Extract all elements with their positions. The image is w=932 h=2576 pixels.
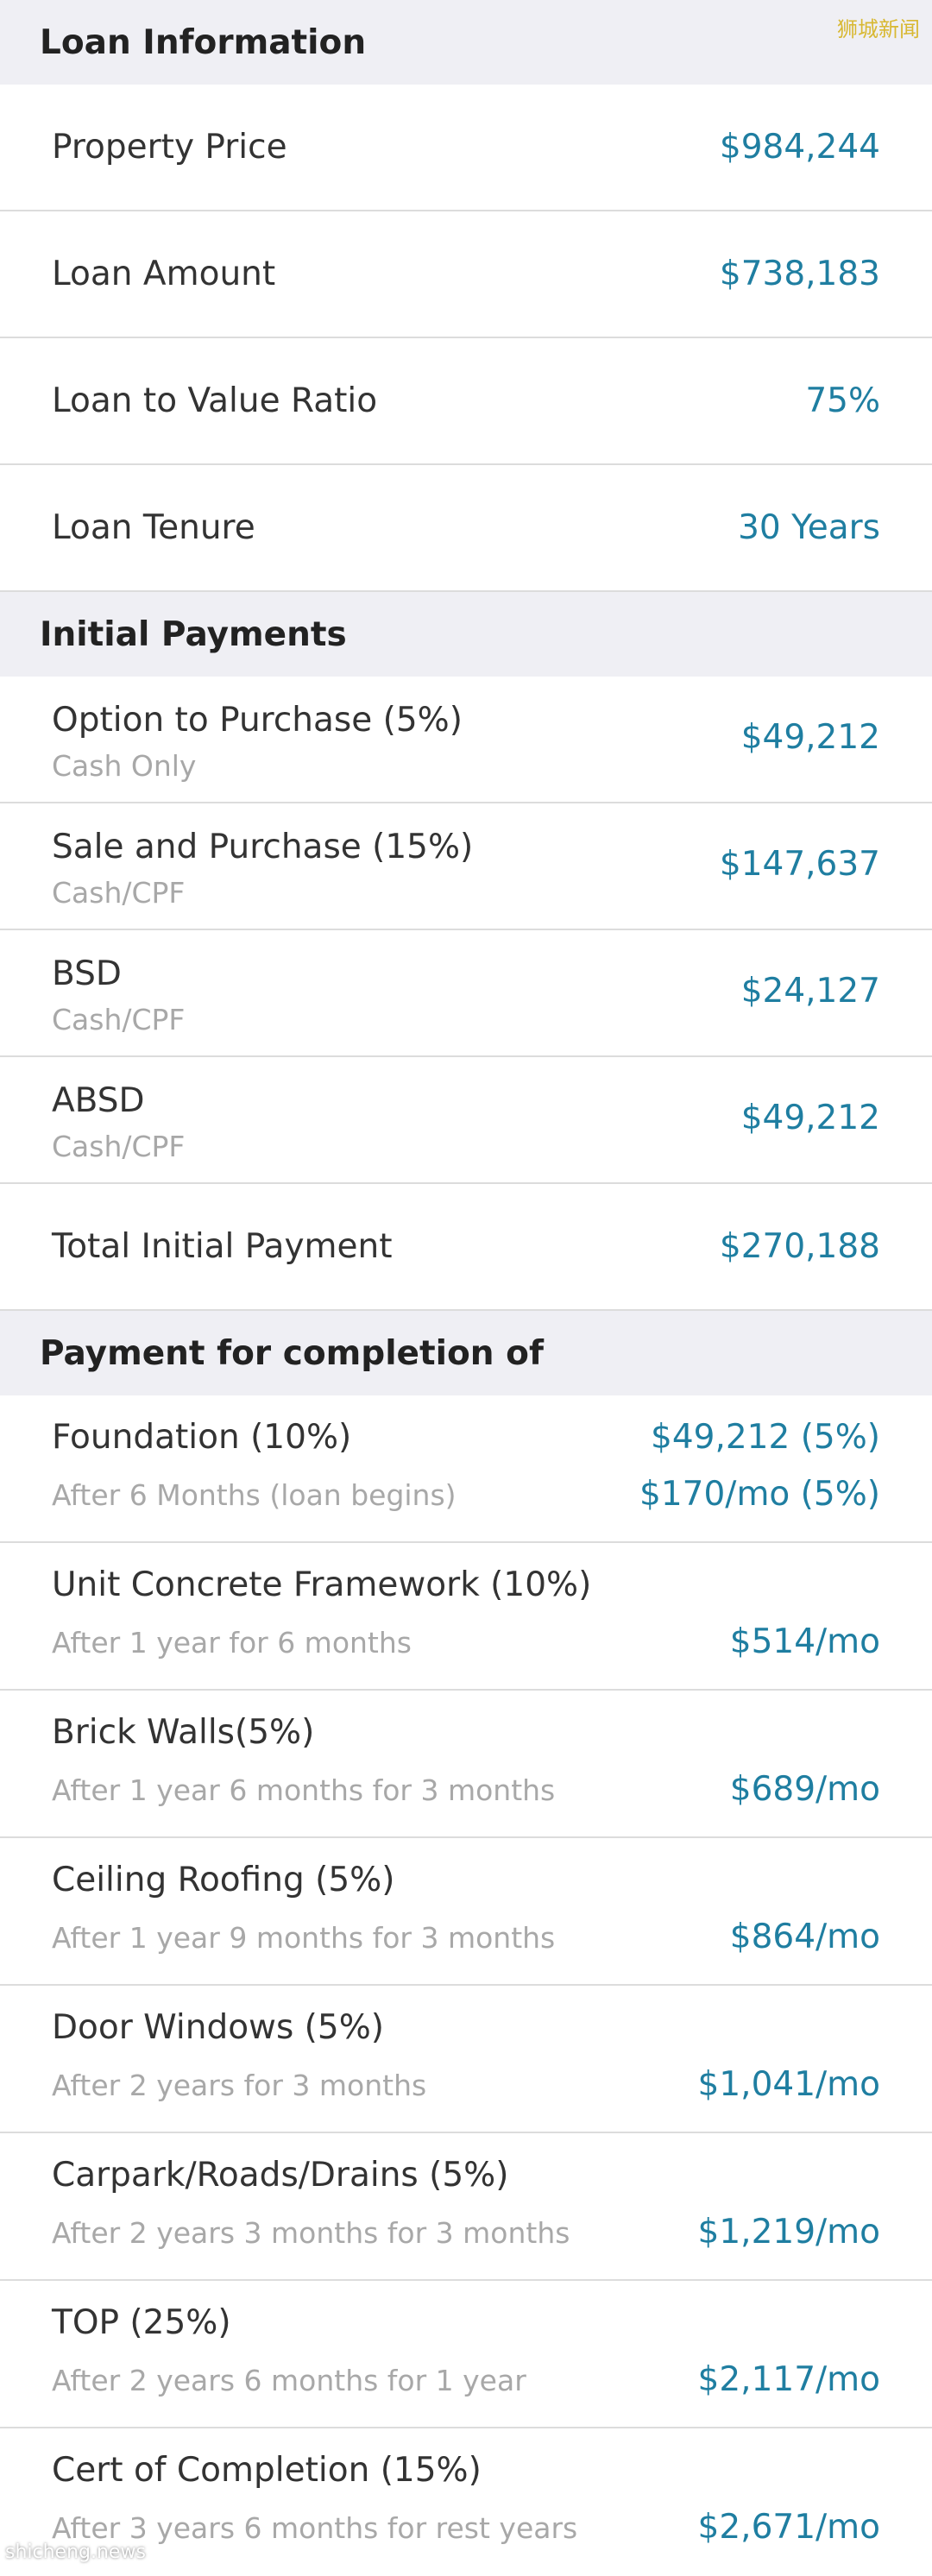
loan-row-loan-tenure: Loan Tenure 30 Years [0, 465, 932, 592]
row-monthly: $1,041/mo [697, 2065, 880, 2104]
row-lump-sum: $49,212 (5%) [651, 1418, 880, 1457]
row-value: $738,183 [719, 255, 880, 293]
initial-row-bsd: BSD Cash/CPF $24,127 [0, 930, 932, 1057]
row-label: Carpark/Roads/Drains (5%) [52, 2156, 509, 2195]
row-value: $49,212 [740, 1099, 880, 1137]
row-sublabel: Cash/CPF [52, 1003, 186, 1036]
watermark-top: 狮城新闻 [837, 17, 920, 41]
row-label: Loan Amount [52, 255, 276, 293]
row-label: Foundation (10%) [52, 1418, 352, 1457]
row-label: ABSD [52, 1081, 145, 1120]
row-monthly: $864/mo [729, 1918, 880, 1956]
row-sublabel: Cash/CPF [52, 876, 186, 910]
initial-row-option-to-purchase: Option to Purchase (5%) Cash Only $49,21… [0, 677, 932, 803]
row-value: $49,212 [740, 718, 880, 757]
section-header-completion: Payment for completion of [0, 1311, 932, 1395]
row-monthly: $514/mo [729, 1622, 880, 1661]
completion-row-door-windows: Door Windows (5%) After 2 years for 3 mo… [0, 1986, 932, 2133]
row-value: $147,637 [719, 845, 880, 884]
row-value: 30 Years [738, 508, 880, 547]
row-monthly: $2,117/mo [697, 2360, 880, 2399]
row-label: Total Initial Payment [52, 1227, 393, 1266]
row-sublabel: After 1 year for 6 months [52, 1626, 412, 1660]
row-sublabel: After 3 years 6 months for rest years [52, 2511, 578, 2545]
row-sublabel: After 2 years for 3 months [52, 2069, 427, 2102]
row-monthly: $1,219/mo [697, 2213, 880, 2252]
completion-row-top: TOP (25%) After 2 years 6 months for 1 y… [0, 2281, 932, 2428]
completion-row-foundation: Foundation (10%) After 6 Months (loan be… [0, 1395, 932, 1543]
row-value: 75% [805, 381, 880, 420]
completion-row-ceiling-roofing: Ceiling Roofing (5%) After 1 year 9 mont… [0, 1838, 932, 1986]
row-sublabel: After 6 Months (loan begins) [52, 1478, 457, 1512]
completion-row-cert-of-completion: Cert of Completion (15%) After 3 years 6… [0, 2428, 932, 2576]
row-label: BSD [52, 954, 122, 993]
initial-row-absd: ABSD Cash/CPF $49,212 [0, 1057, 932, 1184]
row-label: Door Windows (5%) [52, 2008, 384, 2047]
completion-row-concrete-framework: Unit Concrete Framework (10%) After 1 ye… [0, 1543, 932, 1691]
row-value: $270,188 [719, 1227, 880, 1266]
loan-row-ltv-ratio: Loan to Value Ratio 75% [0, 338, 932, 465]
row-label: Loan to Value Ratio [52, 381, 378, 420]
row-sublabel: Cash Only [52, 749, 197, 783]
completion-row-carpark-roads-drains: Carpark/Roads/Drains (5%) After 2 years … [0, 2133, 932, 2281]
row-monthly: $170/mo (5%) [639, 1475, 880, 1514]
row-value: $984,244 [719, 128, 880, 167]
row-sublabel: After 2 years 3 months for 3 months [52, 2216, 570, 2250]
row-label: Option to Purchase (5%) [52, 701, 463, 740]
row-monthly: $2,671/mo [697, 2508, 880, 2547]
row-label: Brick Walls(5%) [52, 1713, 315, 1752]
row-value: $24,127 [740, 972, 880, 1011]
row-label: Property Price [52, 128, 287, 167]
row-sublabel: After 1 year 6 months for 3 months [52, 1773, 556, 1807]
row-label: Sale and Purchase (15%) [52, 828, 474, 866]
loan-row-property-price: Property Price $984,244 [0, 85, 932, 211]
row-sublabel: Cash/CPF [52, 1130, 186, 1163]
row-label: Ceiling Roofing (5%) [52, 1861, 395, 1899]
row-label: Cert of Completion (15%) [52, 2451, 482, 2490]
row-sublabel: After 1 year 9 months for 3 months [52, 1921, 556, 1955]
initial-row-total: Total Initial Payment $270,188 [0, 1184, 932, 1311]
loan-row-loan-amount: Loan Amount $738,183 [0, 211, 932, 338]
row-label: Loan Tenure [52, 508, 255, 547]
section-header-loan-information: Loan Information [0, 0, 932, 85]
watermark-bottom: shicheng.news [5, 2541, 146, 2563]
section-header-initial-payments: Initial Payments [0, 592, 932, 677]
completion-row-brick-walls: Brick Walls(5%) After 1 year 6 months fo… [0, 1691, 932, 1838]
row-sublabel: After 2 years 6 months for 1 year [52, 2364, 526, 2397]
initial-row-sale-and-purchase: Sale and Purchase (15%) Cash/CPF $147,63… [0, 803, 932, 930]
row-label: Unit Concrete Framework (10%) [52, 1565, 592, 1604]
row-monthly: $689/mo [729, 1770, 880, 1809]
row-label: TOP (25%) [52, 2303, 231, 2342]
